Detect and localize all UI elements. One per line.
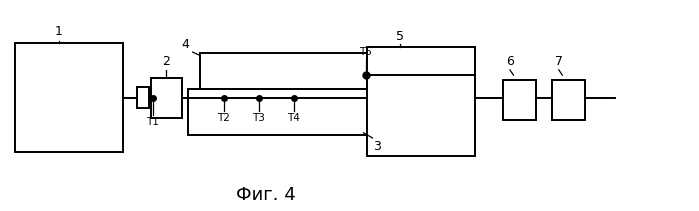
Text: 3: 3 <box>373 140 382 153</box>
Text: 4: 4 <box>182 38 189 51</box>
Bar <box>552 80 585 120</box>
Bar <box>15 43 123 152</box>
Bar <box>151 78 182 118</box>
Text: T2: T2 <box>217 113 231 123</box>
Bar <box>367 47 475 156</box>
Text: 5: 5 <box>396 30 404 43</box>
Text: T4: T4 <box>287 113 300 123</box>
Text: T1: T1 <box>146 117 159 127</box>
Text: T5: T5 <box>359 47 372 57</box>
Text: Фиг. 4: Фиг. 4 <box>236 186 296 204</box>
Bar <box>503 80 536 120</box>
Bar <box>137 87 150 108</box>
Text: 7: 7 <box>555 55 563 68</box>
Bar <box>199 53 367 89</box>
Text: 1: 1 <box>55 25 62 38</box>
Text: 2: 2 <box>162 55 170 68</box>
Bar <box>187 89 376 135</box>
Text: 6: 6 <box>506 55 514 68</box>
Text: T3: T3 <box>252 113 265 123</box>
